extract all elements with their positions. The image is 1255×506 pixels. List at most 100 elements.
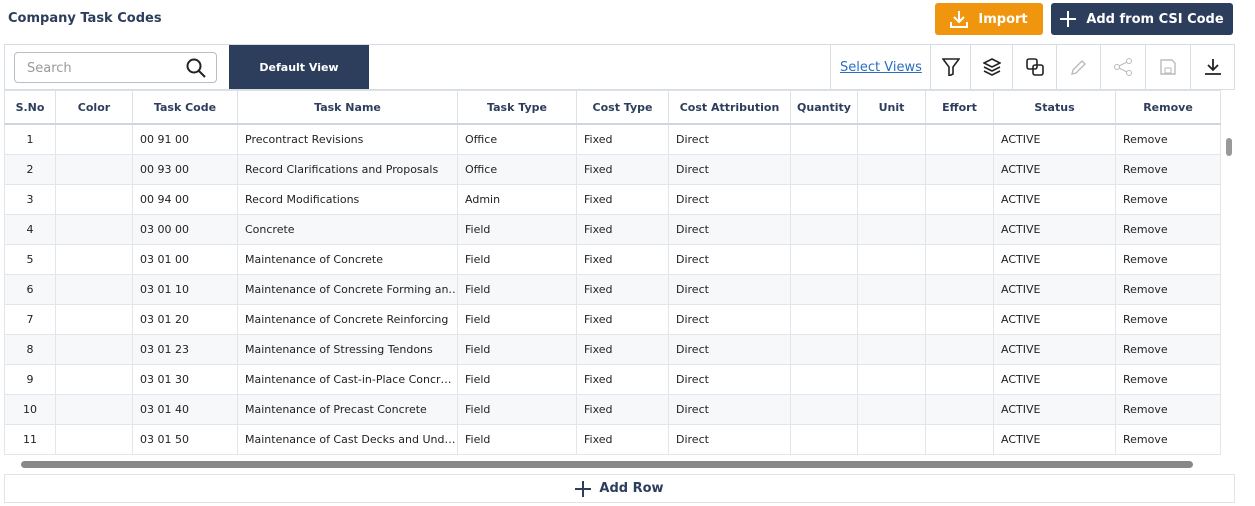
share-icon <box>1114 58 1132 76</box>
table-cell <box>55 244 133 275</box>
table-cell <box>857 154 926 185</box>
remove-button[interactable]: Remove <box>1123 133 1168 146</box>
remove-button[interactable]: Remove <box>1123 283 1168 296</box>
table-cell: Fixed <box>576 424 669 455</box>
plus-icon <box>575 480 592 497</box>
table-cell <box>55 184 133 215</box>
column-header: Effort <box>925 90 994 125</box>
table-row: 2 00 93 00 Record Clarifications and Propo… <box>4 154 1221 185</box>
table-cell: Direct <box>668 364 791 395</box>
table-cell <box>857 274 926 305</box>
import-label: Import <box>978 11 1028 27</box>
edit-button[interactable] <box>1056 45 1100 89</box>
toolbar <box>4 44 1235 90</box>
column-header: Remove <box>1115 90 1221 125</box>
remove-button[interactable]: Remove <box>1123 193 1168 206</box>
table-cell <box>925 154 994 185</box>
table-cell <box>790 244 858 275</box>
table-row: 11 03 01 50 Maintenance of Cast Decks and … <box>4 424 1221 455</box>
table-cell <box>925 424 994 455</box>
table-cell: Maintenance of Cast-in-Place Concr… <box>237 364 458 395</box>
table-cell <box>790 334 858 365</box>
table-cell: ACTIVE <box>993 334 1116 365</box>
remove-button[interactable]: Remove <box>1123 343 1168 356</box>
table-cell: Maintenance of Concrete Forming an… <box>237 274 458 305</box>
table-row: 8 03 01 23 Maintenance of Stressing Tendon… <box>4 334 1221 365</box>
column-header: S.No <box>4 90 56 125</box>
table-cell <box>55 424 133 455</box>
table-cell: Field <box>457 244 577 275</box>
table-cell: Fixed <box>576 123 669 155</box>
add-csi-label: Add from CSI Code <box>1086 11 1224 27</box>
scroll-thumb[interactable] <box>1226 138 1232 156</box>
save-icon <box>1160 59 1176 75</box>
search-placeholder: Search <box>27 61 72 76</box>
table-row: 10 03 01 40 Maintenance of Precast Concret… <box>4 394 1221 425</box>
column-header: Status <box>993 90 1116 125</box>
scroll-thumb[interactable] <box>21 461 1193 468</box>
table-cell: 8 <box>4 334 56 365</box>
table-cell: 7 <box>4 304 56 335</box>
table-cell <box>925 334 994 365</box>
select-views-link[interactable]: Select Views <box>840 60 922 75</box>
filter-button[interactable] <box>930 45 970 89</box>
remove-button[interactable]: Remove <box>1123 253 1168 266</box>
import-button[interactable]: Import <box>935 3 1043 35</box>
table-cell: Office <box>457 154 577 185</box>
search-box[interactable]: Search <box>14 52 217 83</box>
table-cell: Fixed <box>576 364 669 395</box>
download-icon <box>1205 59 1221 75</box>
column-header: Unit <box>857 90 926 125</box>
download-button[interactable] <box>1190 45 1235 89</box>
table-cell: 03 01 23 <box>132 334 238 365</box>
table-cell: Remove <box>1115 184 1221 215</box>
copy-icon <box>1025 58 1044 76</box>
column-header: Task Code <box>132 90 238 125</box>
table-cell: Remove <box>1115 244 1221 275</box>
table-cell <box>790 184 858 215</box>
add-row-label: Add Row <box>599 481 664 496</box>
remove-button[interactable]: Remove <box>1123 223 1168 236</box>
table-cell: 2 <box>4 154 56 185</box>
table-cell <box>857 334 926 365</box>
table-cell <box>925 304 994 335</box>
table-cell: Remove <box>1115 394 1221 425</box>
filter-icon <box>941 58 960 76</box>
table-cell <box>857 424 926 455</box>
layers-button[interactable] <box>970 45 1012 89</box>
table-cell: Fixed <box>576 184 669 215</box>
table-cell <box>790 214 858 245</box>
add-row-button[interactable]: Add Row <box>4 474 1235 503</box>
table-cell <box>925 364 994 395</box>
table-cell: Remove <box>1115 214 1221 245</box>
copy-button[interactable] <box>1012 45 1056 89</box>
vertical-scrollbar[interactable] <box>1222 121 1235 456</box>
table-row: 6 03 01 10 Maintenance of Concrete Forming… <box>4 274 1221 305</box>
remove-button[interactable]: Remove <box>1123 163 1168 176</box>
table-cell <box>857 214 926 245</box>
share-button[interactable] <box>1100 45 1145 89</box>
add-csi-button[interactable]: Add from CSI Code <box>1051 3 1233 35</box>
horizontal-scrollbar[interactable] <box>4 456 1235 472</box>
data-grid: S.No Color Task Code Task Name Task Type Cost… <box>4 90 1235 456</box>
table-cell <box>925 184 994 215</box>
table-cell: Field <box>457 424 577 455</box>
task-table: S.No Color Task Code Task Name Task Type Cost… <box>4 90 1221 455</box>
default-view-tab[interactable]: Default View <box>229 45 369 89</box>
table-cell: ACTIVE <box>993 184 1116 215</box>
save-button[interactable] <box>1145 45 1190 89</box>
table-cell: 9 <box>4 364 56 395</box>
plus-icon <box>1060 11 1077 27</box>
table-cell: Direct <box>668 394 791 425</box>
remove-button[interactable]: Remove <box>1123 433 1168 446</box>
table-cell: Maintenance of Cast Decks and Und… <box>237 424 458 455</box>
table-cell: Fixed <box>576 274 669 305</box>
table-cell: Field <box>457 274 577 305</box>
table-cell: Maintenance of Stressing Tendons <box>237 334 458 365</box>
table-cell: 03 01 50 <box>132 424 238 455</box>
remove-button[interactable]: Remove <box>1123 373 1168 386</box>
table-cell: Field <box>457 364 577 395</box>
remove-button[interactable]: Remove <box>1123 403 1168 416</box>
remove-button[interactable]: Remove <box>1123 313 1168 326</box>
